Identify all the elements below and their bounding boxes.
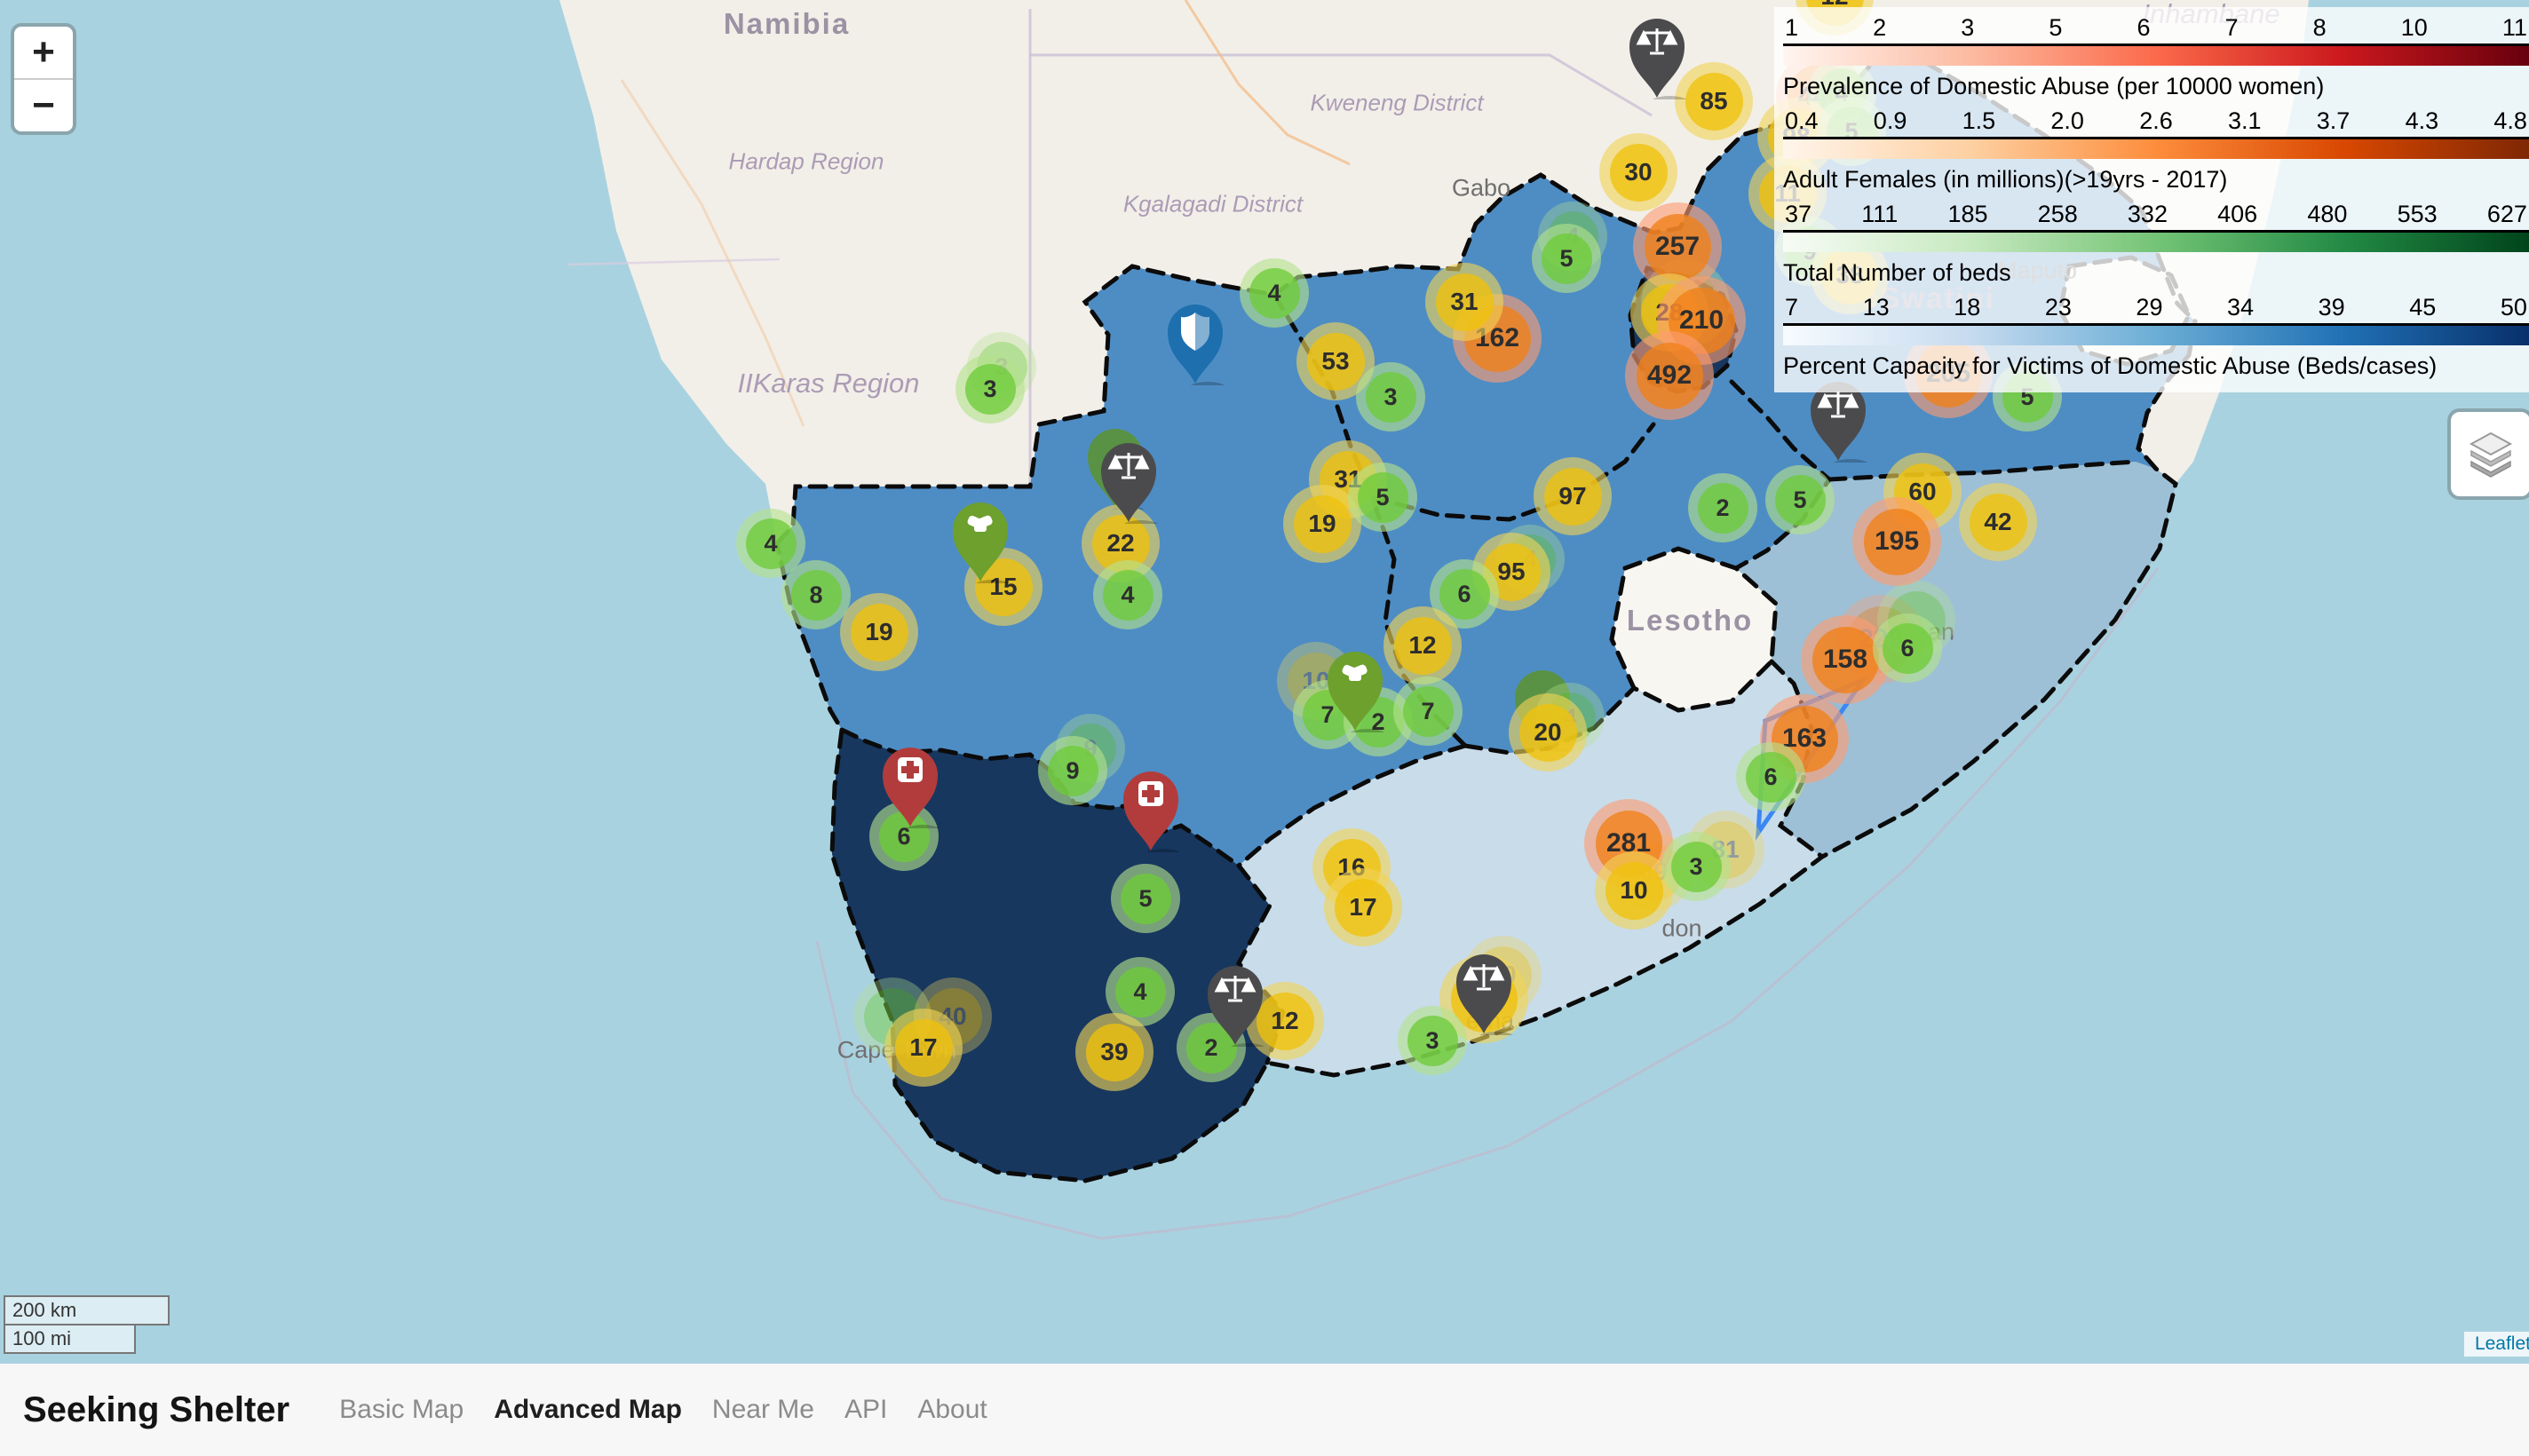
attribution: Leaflet (2463, 1332, 2529, 1357)
cluster-marker[interactable]: 4 (1106, 957, 1175, 1026)
cluster-marker[interactable]: 4 (1093, 560, 1162, 629)
handshake-pin[interactable] (1321, 647, 1389, 743)
layers-control[interactable] (2447, 408, 2529, 500)
cluster-marker[interactable]: 492 (1625, 331, 1714, 420)
zoom-in-button[interactable]: + (14, 27, 73, 80)
province-eastern-cape[interactable] (1239, 661, 1822, 1075)
navbar: Seeking Shelter Basic Map Advanced Map Nea… (0, 1364, 2529, 1456)
scales-pin[interactable] (1095, 439, 1162, 534)
cluster-marker[interactable]: 30 (1599, 133, 1677, 211)
shield-pin[interactable] (1161, 300, 1229, 396)
handshake-pin[interactable] (947, 498, 1014, 594)
country-lesotho (1612, 549, 1776, 710)
attribution-link[interactable]: Leaflet (2474, 1333, 2529, 1354)
scales-pin[interactable] (1201, 961, 1269, 1057)
cluster-marker[interactable]: 19 (840, 593, 918, 671)
brand-title[interactable]: Seeking Shelter (23, 1389, 290, 1429)
cluster-marker[interactable]: 3 (1356, 362, 1425, 431)
cross-pin[interactable] (876, 743, 944, 839)
zoom-control: + − (11, 23, 76, 135)
cluster-marker[interactable]: 3 (1661, 832, 1731, 901)
province-kwazulu-natal[interactable] (1736, 462, 2176, 857)
cluster-marker[interactable]: 42 (1959, 483, 2037, 561)
cluster-marker[interactable]: 12 (1246, 982, 1324, 1060)
nav-link-api[interactable]: API (844, 1395, 888, 1424)
cluster-marker[interactable]: 17 (1324, 868, 1402, 946)
nav-link-near-me[interactable]: Near Me (711, 1395, 814, 1424)
cluster-marker[interactable]: 6 (1430, 559, 1499, 629)
cluster-marker[interactable]: 6 (869, 802, 939, 871)
nav-link-basic-map[interactable]: Basic Map (339, 1395, 464, 1424)
cluster-marker[interactable]: 19 (1283, 485, 1361, 563)
cluster-marker[interactable]: 17 (884, 1009, 963, 1087)
cluster-marker[interactable]: 7 (1393, 677, 1463, 746)
cluster-marker[interactable]: 6 (1736, 742, 1805, 811)
cluster-marker[interactable]: 5 (1765, 465, 1835, 534)
layers-icon (2469, 431, 2512, 478)
scale-mi: 100 mi (4, 1325, 136, 1354)
cluster-marker[interactable]: 4 (1240, 258, 1309, 328)
legend-scale-row: 37 111 185 258 332 406 480 553 627 Total Number o… (1774, 199, 2529, 292)
cluster-marker[interactable]: 5 (1348, 463, 1417, 532)
cluster-marker[interactable]: 2 (1688, 473, 1757, 542)
legend-scale-row: 1 2 3 5 6 7 8 10 11 Prevalence of Domestic Abuse … (1774, 12, 2529, 106)
map-canvas[interactable]: Namibia Hardap Region IIKaras Region Kwenen… (0, 0, 2529, 1364)
cluster-marker[interactable]: 5 (1111, 864, 1180, 933)
cluster-marker[interactable]: 3 (955, 354, 1025, 423)
scales-pin[interactable] (1450, 950, 1518, 1046)
cluster-marker[interactable]: 4 (736, 509, 805, 578)
cluster-marker[interactable]: 12 (1383, 606, 1462, 684)
cluster-marker[interactable]: 97 (1534, 457, 1612, 535)
cluster-marker[interactable]: 10 (1595, 851, 1673, 930)
cluster-marker[interactable]: 195 (1852, 497, 1941, 586)
cluster-marker[interactable]: 5 (1532, 224, 1601, 293)
cluster-marker[interactable]: 158 (1801, 615, 1890, 704)
cluster-marker[interactable]: 31 (1425, 263, 1503, 341)
map-legend: 1 2 3 5 6 7 8 10 11 Prevalence of Domestic Abuse … (1774, 7, 2529, 392)
cluster-marker[interactable]: 9 (1038, 736, 1107, 805)
cluster-marker[interactable]: 85 (1675, 62, 1753, 140)
scales-pin[interactable] (1623, 14, 1691, 110)
cluster-marker[interactable]: 3 (1398, 1006, 1467, 1075)
scale-km: 200 km (4, 1295, 170, 1325)
cluster-marker[interactable]: 53 (1296, 322, 1375, 400)
legend-scale-row: 7 13 18 23 29 34 39 45 50 Percent Capacity for Vi… (1774, 292, 2529, 385)
cluster-marker[interactable]: 6 (1873, 613, 1942, 683)
cluster-marker[interactable]: 39 (1075, 1013, 1154, 1091)
cluster-marker[interactable]: 8 (781, 560, 851, 629)
legend-scale-row: 0.4 0.9 1.5 2.0 2.6 3.1 3.7 4.3 4.8 Adult Females… (1774, 106, 2529, 199)
cluster-marker[interactable]: 2 (1177, 1013, 1246, 1082)
cross-pin[interactable] (1117, 767, 1185, 863)
scale-control: 200 km 100 mi (4, 1295, 170, 1354)
cluster-marker[interactable]: 20 (1509, 693, 1587, 772)
zoom-out-button[interactable]: − (32, 83, 55, 127)
nav-links: Basic Map Advanced Map Near Me API About (339, 1395, 1018, 1425)
nav-link-about[interactable]: About (917, 1395, 987, 1424)
nav-link-advanced-map[interactable]: Advanced Map (494, 1395, 682, 1424)
